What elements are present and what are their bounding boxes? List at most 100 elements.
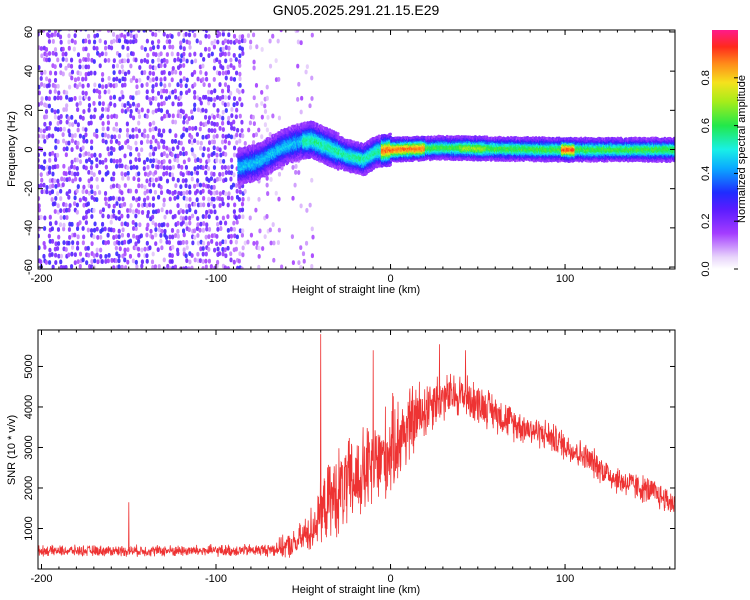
spectrogram-cell: [112, 38, 116, 44]
spectrogram-cell: [251, 32, 256, 38]
spectrogram-cell: [210, 51, 214, 57]
spectrogram-cell: [216, 259, 220, 265]
spectrogram-cell: [177, 31, 181, 37]
spectrogram-cell: [196, 202, 201, 208]
spectrogram-cell: [227, 115, 231, 121]
spectrogram-cell: [120, 264, 124, 269]
spectrogram-cell: [48, 214, 52, 220]
spectrogram-cell: [72, 164, 77, 170]
spectrogram-cell: [154, 96, 158, 102]
spectrogram-cell: [209, 97, 213, 102]
spectrogram-cell: [207, 196, 211, 202]
spectrogram-cell: [171, 164, 175, 170]
spectrogram-cell: [240, 128, 244, 133]
spectrogram-cell: [216, 226, 220, 232]
spectrogram-cell: [106, 232, 110, 238]
spectrogram-cell: [109, 150, 114, 156]
spectrogram-cell: [213, 39, 217, 44]
spectrogram-cell: [201, 214, 205, 219]
spectrogram-cell: [190, 109, 194, 115]
spectrogram-cell: [218, 96, 222, 101]
spectrogram-cell: [59, 188, 63, 194]
spectrogram-cell: [179, 151, 183, 156]
spectrogram-cell: [42, 83, 47, 88]
spectrogram-cell: [238, 113, 242, 119]
spectrogram-cell: [206, 147, 210, 152]
spectrogram-cell: [68, 188, 72, 194]
spectrogram-cell: [86, 52, 91, 58]
spectrogram-cell: [195, 170, 200, 176]
spectrogram-cell: [226, 39, 230, 45]
spectrogram-cell: [78, 133, 82, 139]
spectrogram-cell: [149, 158, 153, 164]
spectrogram-cell: [257, 196, 261, 202]
spectrogram-cell: [184, 151, 188, 156]
spectrogram-cell: [146, 52, 150, 58]
spectrogram-cell: [163, 83, 167, 89]
spectrogram-cell: [95, 46, 99, 51]
spectrogram-cell: [107, 44, 111, 50]
spectrogram-cell: [143, 171, 148, 177]
spectrogram-cell: [185, 239, 189, 245]
spectrogram-cell: [62, 107, 66, 113]
spectrogram-cell: [215, 158, 219, 163]
spectrogram-cell: [207, 30, 211, 32]
spectrogram-cell: [61, 57, 65, 62]
spectrogram-cell: [209, 201, 214, 207]
spectrogram-cell: [178, 94, 183, 100]
spectrogram-cell: [93, 152, 97, 158]
spectrogram-cell: [260, 101, 264, 106]
spectrogram-cell: [104, 259, 108, 264]
spectrogram-cell: [223, 145, 227, 150]
spectrogram-cell: [104, 157, 108, 163]
spectrogram-cell: [182, 76, 186, 82]
spectrogram-cell: [185, 190, 189, 195]
spectrogram-cell: [134, 57, 138, 63]
spectrogram-cell: [276, 38, 280, 44]
spectrogram-cell: [196, 233, 200, 238]
spectrogram-cell: [76, 76, 81, 82]
spectrogram-cell: [170, 51, 174, 57]
spectrogram-cell: [184, 183, 188, 189]
spectrogram-cell: [54, 30, 58, 34]
spectrogram-cell: [68, 84, 72, 90]
spectrogram-cell: [148, 152, 152, 158]
spectrogram-cell: [167, 240, 172, 245]
spectrogram-cell: [145, 232, 149, 238]
spectrogram-cell: [126, 208, 130, 213]
spectrogram-cell: [276, 240, 281, 245]
spectrogram-cell: [53, 64, 57, 70]
spectrogram-cell: [157, 39, 161, 44]
spectrogram-cell: [290, 234, 295, 240]
spectrogram-cell: [137, 114, 142, 119]
spectrogram-cell: [54, 51, 58, 57]
spectrogram-cell: [204, 264, 208, 269]
spectrogram-cell: [53, 201, 57, 206]
spectrogram-cell: [98, 63, 102, 69]
spectrogram-cell: [177, 101, 181, 107]
spectrogram-cell: [184, 31, 188, 37]
spectrogram-cell: [190, 171, 194, 176]
spectrogram-cell: [165, 153, 169, 159]
spectrogram-cell: [89, 114, 93, 120]
spectrogram-cell: [40, 70, 44, 76]
spectrogram-cell: [148, 121, 152, 127]
spectrogram-cell: [134, 126, 138, 132]
spectrogram-cell: [89, 184, 94, 190]
spectrogram-cell: [240, 102, 244, 108]
spectrogram-cell: [187, 88, 191, 94]
spectrogram-cell: [188, 125, 192, 131]
spectrogram-cell: [47, 133, 51, 138]
spectrogram-cell: [123, 82, 127, 88]
spectrogram-cell: [234, 38, 239, 44]
spectrogram-cell: [42, 128, 46, 134]
spectrogram-cell: [196, 107, 201, 113]
spectrogram-cell: [134, 241, 138, 247]
spectrogram-cell: [176, 82, 180, 88]
spectrogram-cell: [218, 59, 222, 65]
spectrogram-cell: [162, 222, 166, 227]
spectrogram-cell: [263, 122, 268, 128]
spectrogram-cell: [249, 232, 254, 238]
spectrogram-cell: [277, 196, 281, 202]
spectrogram-cell: [207, 214, 211, 220]
